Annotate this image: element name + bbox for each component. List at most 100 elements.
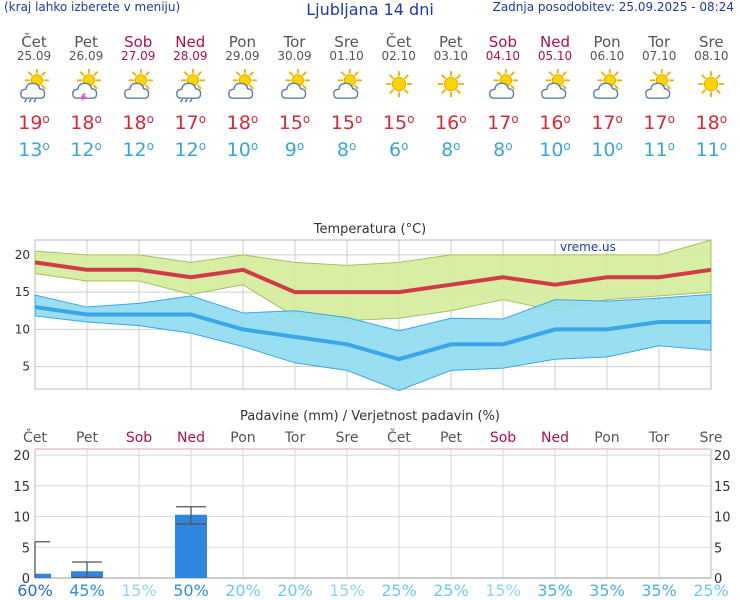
min-temperature: 8o (493, 139, 513, 161)
max-temperature: 15o (330, 112, 363, 134)
max-temperature: 18o (226, 112, 259, 134)
max-temperature: 18o (695, 112, 728, 134)
min-temperature: 10o (539, 139, 571, 161)
precipitation-probability: 15% (121, 581, 157, 600)
y-tick-label: 15 (13, 480, 30, 495)
min-temperature: 11o (695, 139, 728, 161)
precipitation-probability: 50% (173, 581, 209, 600)
y-tick-label: 10 (13, 511, 30, 526)
day-date: 05.10 (537, 49, 573, 63)
y-tick-label: 10 (714, 511, 731, 526)
sun-icon (385, 70, 412, 98)
day-column: Ned 28.09 17o 12o (164, 34, 216, 161)
day-date: 27.09 (121, 49, 156, 63)
day-column: Pet 03.10 16o 8o (425, 34, 477, 161)
min-temperature: 12o (174, 139, 207, 161)
max-temperature: 17o (487, 112, 519, 134)
day-column: Sre 08.10 18o 11o (685, 34, 737, 161)
day-date: 02.10 (381, 49, 416, 63)
sun-cloud-rain-icon (20, 69, 50, 103)
min-temperature: 10o (591, 139, 623, 161)
max-temperature: 18o (122, 112, 154, 134)
day-name: Ned (175, 33, 206, 51)
max-temperature: 19o (18, 112, 50, 134)
temperature-chart: Temperatura (°C) 5 10 15 20 vreme.us (15, 222, 712, 392)
day-name: Čet (21, 33, 47, 51)
day-column: Sob 27.09 18o 12o (112, 34, 164, 161)
day-column: Sre 01.10 15o 8o (321, 34, 373, 161)
sun-cloud-icon (488, 69, 519, 99)
max-temperature: 17o (643, 112, 675, 134)
precipitation-probability: 35% (537, 581, 573, 600)
day-name: Pon (593, 33, 621, 51)
day-label: Sob (490, 430, 516, 446)
sun-icon (437, 70, 465, 98)
y-tick-label: 20 (714, 449, 731, 464)
day-name: Sre (699, 33, 724, 51)
day-date: 01.10 (329, 49, 364, 63)
precipitation-bar (35, 573, 51, 578)
page-title: Ljubljana 14 dni (306, 0, 434, 19)
precipitation-probability: 15% (485, 581, 521, 600)
sun-cloud-icon (593, 69, 623, 99)
day-label: Tor (284, 430, 306, 446)
watermark: vreme.us (560, 240, 616, 254)
y-tick-label: 5 (22, 541, 30, 556)
min-temperature: 12o (122, 139, 154, 161)
day-date: 26.09 (68, 49, 104, 63)
precipitation-probability: 60% (17, 581, 53, 600)
day-label: Pet (76, 430, 99, 446)
max-temperature: 16o (435, 112, 467, 134)
day-name: Pet (74, 33, 98, 51)
day-label: Čet (387, 428, 411, 446)
max-temperature: 15o (382, 112, 415, 134)
day-column: Ned 05.10 16o 10o (529, 34, 581, 161)
min-temperature: 8o (336, 139, 357, 161)
region-hint[interactable]: (kraj lahko izberete v meniju) (4, 0, 181, 14)
day-column: Tor 30.09 15o 9o (269, 34, 321, 161)
min-temperature: 12o (70, 139, 102, 161)
day-date: 04.10 (485, 49, 521, 63)
day-name: Sob (488, 33, 517, 51)
day-label: Pon (230, 430, 255, 446)
day-name: Čet (385, 33, 412, 51)
sun-cloud-icon (280, 69, 310, 99)
day-name: Pet (438, 33, 463, 51)
min-temperature: 13o (18, 139, 50, 161)
y-tick-label: 0 (22, 572, 30, 587)
day-label: Pon (594, 430, 619, 446)
precipitation-chart: Padavine (mm) / Verjetnost padavin (%) Če… (13, 409, 731, 600)
day-name: Tor (283, 33, 306, 51)
precipitation-probability: 25% (381, 581, 417, 600)
precipitation-probability: 35% (589, 581, 625, 600)
max-temperature: 18o (70, 112, 102, 134)
min-temperature: 11o (643, 139, 675, 161)
y-tick-label: 20 (13, 449, 30, 464)
day-date: 06.10 (589, 49, 625, 63)
day-label: Sob (126, 430, 152, 446)
y-tick-label: 0 (714, 572, 722, 587)
y-tick-label: 15 (15, 285, 30, 299)
max-temperature-band (34, 239, 712, 321)
day-label: Čet (23, 428, 47, 446)
max-temperature: 15o (278, 112, 311, 134)
min-temperature: 10o (226, 139, 259, 161)
day-name: Tor (648, 33, 671, 51)
sun-cloud-icon (541, 69, 571, 99)
y-tick-label: 20 (15, 248, 30, 262)
day-date: 07.10 (642, 49, 677, 63)
max-temperature: 17o (174, 112, 207, 134)
last-update: Zadnja posodobitev: 25.09.2025 - 08:24 (492, 0, 734, 14)
day-column: Čet 02.10 15o 6o (373, 34, 425, 161)
day-name: Pon (228, 33, 256, 51)
grid (34, 449, 712, 579)
max-temperature-line (34, 260, 712, 295)
precipitation-probability: 45% (69, 581, 105, 600)
sun-cloud-icon (645, 69, 675, 99)
sun-cloud-rain-icon (176, 69, 206, 103)
day-name: Sre (334, 33, 359, 51)
y-tick-label: 15 (714, 480, 731, 495)
day-column: Pet 26.09 18o 12o (60, 34, 112, 161)
precipitation-probability: 25% (693, 581, 729, 600)
min-temperature: 9o (284, 139, 305, 161)
